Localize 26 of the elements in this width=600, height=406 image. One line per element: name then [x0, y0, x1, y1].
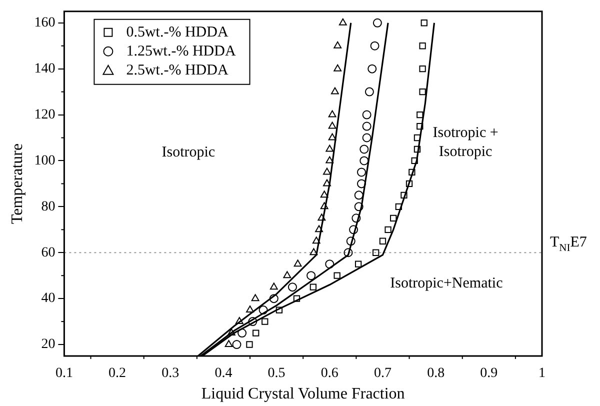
y-tick-label: 80 — [41, 199, 56, 214]
x-tick-label: 1 — [538, 366, 546, 382]
y-tick-label: 140 — [34, 62, 56, 77]
y-tick-label: 40 — [41, 291, 56, 306]
y-tick-label: 60 — [41, 245, 56, 260]
legend-label: 1.25wt.-% HDDA — [126, 43, 236, 60]
legend-label: 2.5wt.-% HDDA — [126, 62, 228, 78]
x-tick-label: 0.6 — [320, 366, 338, 382]
annotation: Isotropic — [162, 144, 216, 161]
x-tick-label: 0.7 — [374, 366, 392, 382]
y-tick-label: 160 — [34, 16, 56, 31]
x-tick-label: 0.9 — [480, 366, 498, 382]
y-tick-label: 20 — [41, 337, 56, 352]
x-tick-label: 0.8 — [427, 366, 445, 382]
legend-label: 0.5wt.-% HDDA — [126, 24, 228, 40]
x-tick-label: 0.4 — [214, 366, 232, 382]
y-axis-title: Temperature — [8, 143, 26, 224]
annotation: Isotropic + Isotropic — [432, 124, 498, 160]
x-tick-label: 0.1 — [55, 366, 73, 382]
x-tick-label: 0.2 — [108, 366, 126, 382]
x-axis-title: Liquid Crystal Volume Fraction — [201, 386, 405, 403]
annotation: Isotropic+Nematic — [390, 276, 504, 292]
x-tick-label: 0.3 — [162, 366, 180, 382]
y-tick-label: 120 — [34, 107, 56, 122]
x-tick-label: 0.5 — [268, 366, 286, 382]
y-tick-label: 100 — [34, 153, 56, 168]
